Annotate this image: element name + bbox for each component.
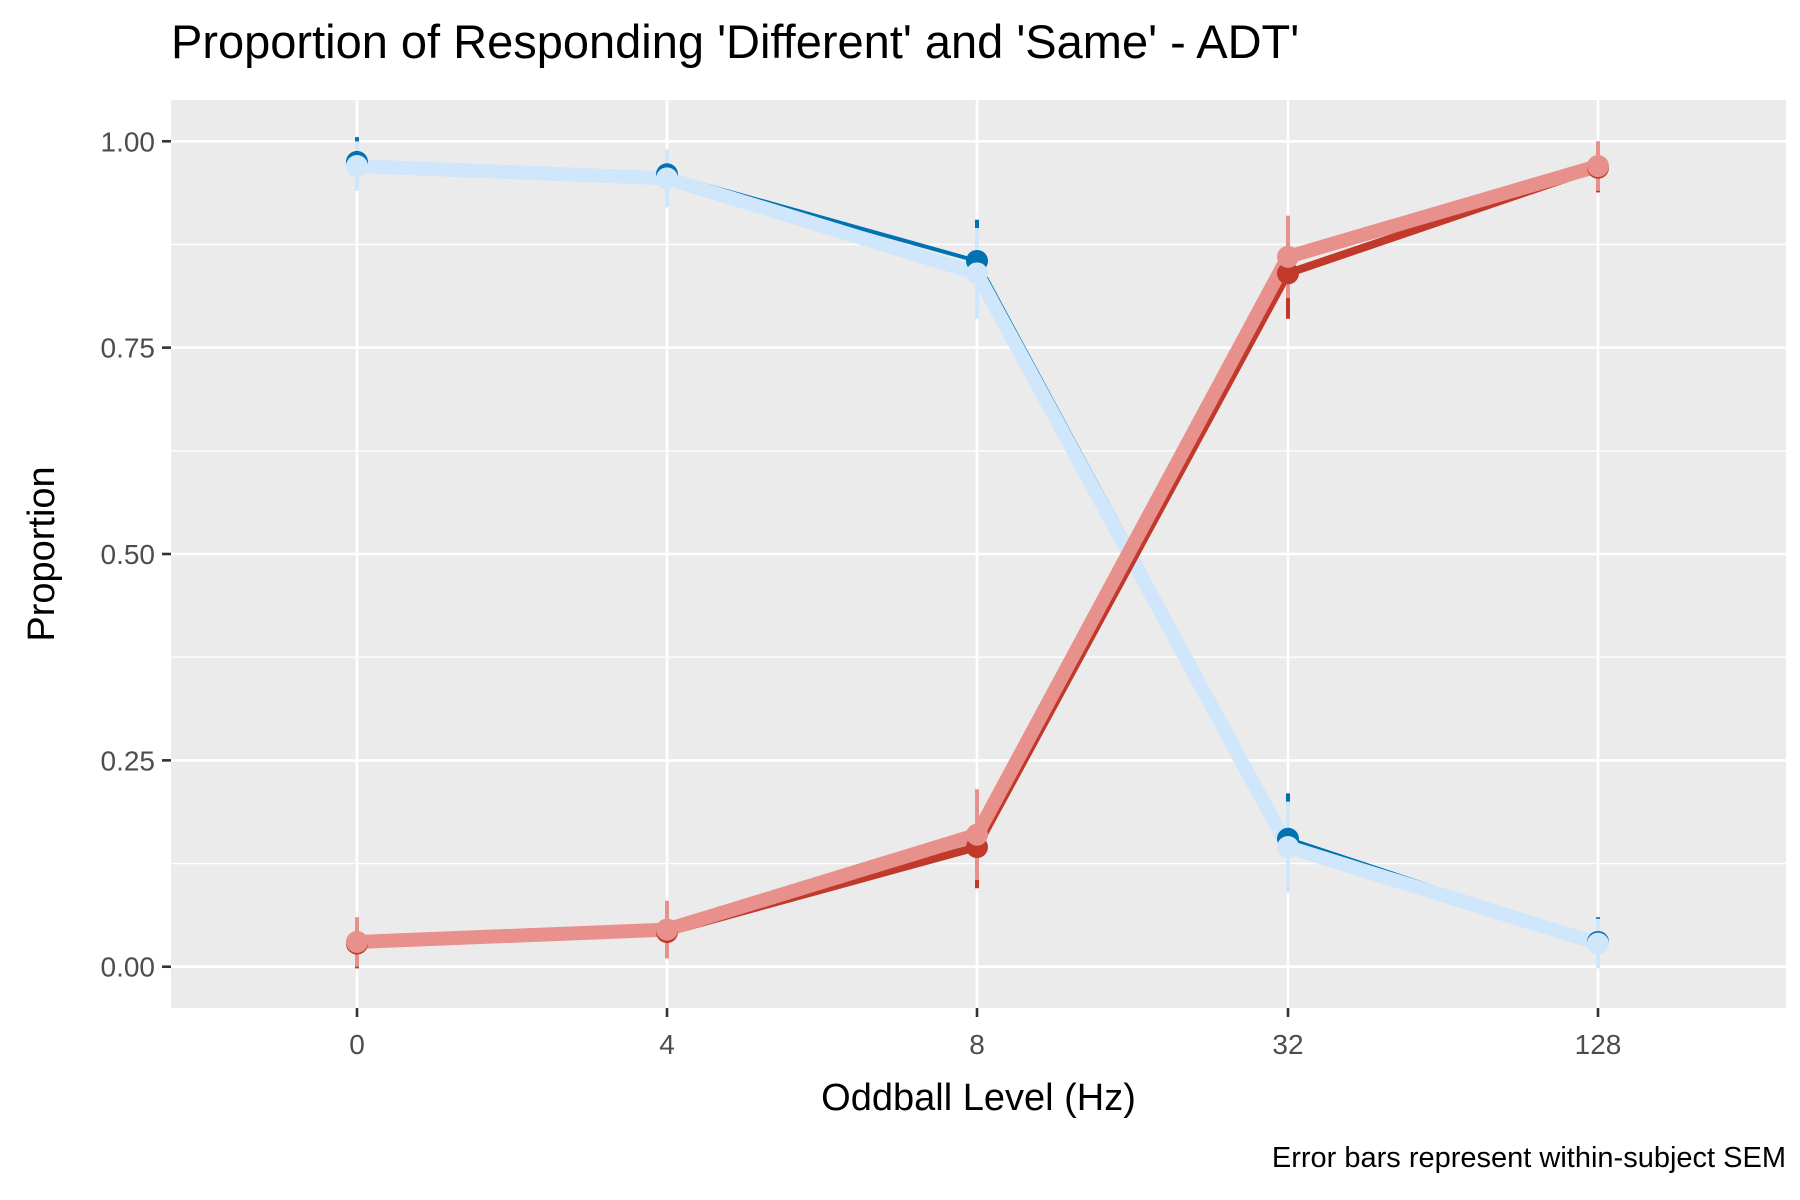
chart-title: Proportion of Responding 'Different' and… bbox=[171, 15, 1300, 68]
x-tick-label: 32 bbox=[1272, 1029, 1303, 1060]
series-3-point bbox=[1277, 245, 1299, 268]
x-tick-label: 4 bbox=[659, 1029, 675, 1060]
series-1-point bbox=[1587, 932, 1609, 955]
y-axis-title: Proportion bbox=[21, 466, 63, 641]
y-tick-label: 0.00 bbox=[101, 952, 156, 983]
y-tick-label: 0.50 bbox=[101, 539, 156, 570]
series-1-point bbox=[966, 262, 988, 285]
series-1-point bbox=[1277, 836, 1299, 859]
y-tick-label: 1.00 bbox=[101, 126, 156, 157]
y-tick-label: 0.25 bbox=[101, 745, 156, 776]
chart-caption: Error bars represent within-subject SEM bbox=[1271, 1142, 1786, 1174]
x-tick-label: 0 bbox=[349, 1029, 365, 1060]
series-3-point bbox=[1587, 155, 1609, 178]
y-tick-label: 0.75 bbox=[101, 333, 156, 364]
series-1-point bbox=[346, 155, 368, 178]
series-3-point bbox=[966, 823, 988, 846]
series-1-point bbox=[656, 167, 678, 190]
x-tick-label: 128 bbox=[1575, 1029, 1622, 1060]
series-2-point bbox=[1277, 262, 1299, 285]
x-tick-label: 8 bbox=[969, 1029, 985, 1060]
series-3-point bbox=[346, 930, 368, 953]
series-3-point bbox=[656, 918, 678, 941]
x-axis-title: Oddball Level (Hz) bbox=[821, 1077, 1136, 1119]
